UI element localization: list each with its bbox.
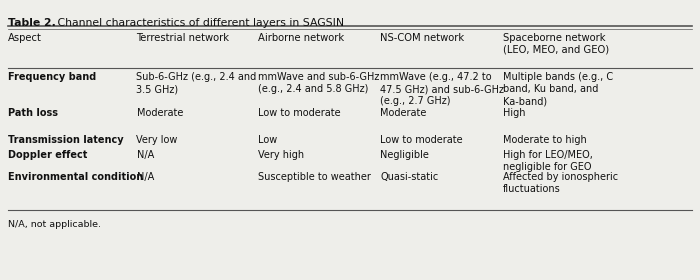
Text: Very high: Very high: [258, 150, 304, 160]
Text: Low: Low: [258, 135, 277, 145]
Text: NS-COM network: NS-COM network: [380, 33, 464, 43]
Text: mmWave and sub-6-GHz
(e.g., 2.4 and 5.8 GHz): mmWave and sub-6-GHz (e.g., 2.4 and 5.8 …: [258, 72, 379, 94]
Text: High for LEO/MEO,
negligible for GEO: High for LEO/MEO, negligible for GEO: [503, 150, 592, 172]
Text: Transmission latency: Transmission latency: [8, 135, 124, 145]
Text: Quasi-static: Quasi-static: [380, 172, 438, 182]
Text: N/A: N/A: [136, 172, 154, 182]
Text: Very low: Very low: [136, 135, 178, 145]
Text: Frequency band: Frequency band: [8, 72, 97, 82]
Text: Moderate: Moderate: [380, 108, 426, 118]
Text: Affected by ionospheric
fluctuations: Affected by ionospheric fluctuations: [503, 172, 617, 194]
Text: Environmental condition: Environmental condition: [8, 172, 144, 182]
Text: Aspect: Aspect: [8, 33, 42, 43]
Text: Low to moderate: Low to moderate: [380, 135, 463, 145]
Text: Terrestrial network: Terrestrial network: [136, 33, 230, 43]
Text: mmWave (e.g., 47.2 to
47.5 GHz) and sub-6-GHz
(e.g., 2.7 GHz): mmWave (e.g., 47.2 to 47.5 GHz) and sub-…: [380, 72, 504, 106]
Text: Multiple bands (e.g., C
band, Ku band, and
Ka-band): Multiple bands (e.g., C band, Ku band, a…: [503, 72, 612, 106]
Text: Negligible: Negligible: [380, 150, 429, 160]
Text: Low to moderate: Low to moderate: [258, 108, 340, 118]
Text: High: High: [503, 108, 525, 118]
Text: Doppler effect: Doppler effect: [8, 150, 88, 160]
Text: Moderate to high: Moderate to high: [503, 135, 587, 145]
Text: N/A: N/A: [136, 150, 154, 160]
Text: Moderate: Moderate: [136, 108, 183, 118]
Text: Channel characteristics of different layers in SAGSIN: Channel characteristics of different lay…: [55, 18, 344, 28]
Text: Path loss: Path loss: [8, 108, 58, 118]
Text: N/A, not applicable.: N/A, not applicable.: [8, 220, 101, 229]
Text: Airborne network: Airborne network: [258, 33, 344, 43]
Text: Table 2.: Table 2.: [8, 18, 56, 28]
Text: Susceptible to weather: Susceptible to weather: [258, 172, 370, 182]
Text: Spaceborne network
(LEO, MEO, and GEO): Spaceborne network (LEO, MEO, and GEO): [503, 33, 609, 55]
Text: Sub-6-GHz (e.g., 2.4 and
3.5 GHz): Sub-6-GHz (e.g., 2.4 and 3.5 GHz): [136, 72, 257, 94]
